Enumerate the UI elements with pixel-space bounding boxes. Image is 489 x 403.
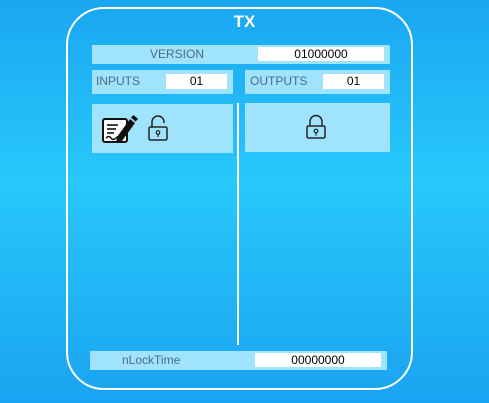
locktime-label: nLockTime	[122, 353, 181, 367]
signature-pen-icon	[102, 115, 138, 143]
version-value: 01000000	[258, 47, 384, 61]
input-output-divider	[237, 103, 239, 345]
unlocked-padlock-icon	[148, 115, 168, 141]
locked-padlock-icon	[306, 114, 326, 139]
inputs-label: INPUTS	[96, 74, 141, 88]
outputs-label: OUTPUTS	[250, 74, 308, 88]
inputs-count: 01	[166, 74, 227, 89]
output-box	[245, 103, 390, 152]
tx-title: TX	[233, 12, 256, 31]
locktime-value: 00000000	[255, 353, 381, 367]
outputs-count: 01	[323, 74, 384, 89]
version-label: VERSION	[150, 47, 205, 61]
tx-frame	[66, 7, 413, 390]
